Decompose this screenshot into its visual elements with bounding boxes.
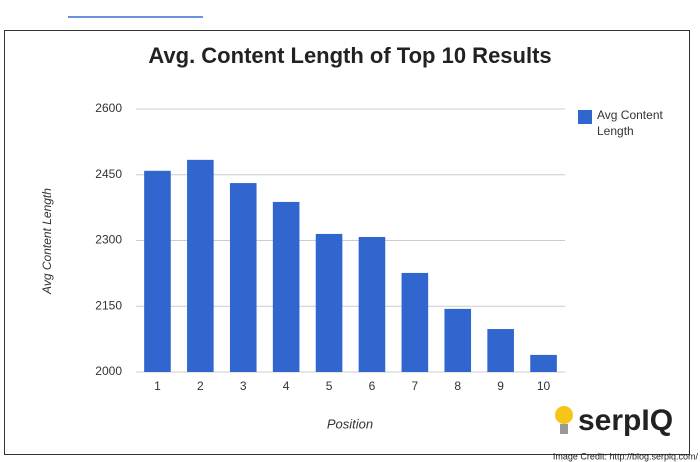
bar xyxy=(358,236,386,372)
x-tick-label: 10 xyxy=(537,379,551,393)
x-tick-label: 3 xyxy=(240,379,247,393)
bar xyxy=(444,308,472,372)
x-tick-label: 6 xyxy=(369,379,376,393)
x-tick-label: 5 xyxy=(326,379,333,393)
x-tick-label: 2 xyxy=(197,379,204,393)
y-tick-label: 2150 xyxy=(95,298,122,312)
y-tick-label: 2450 xyxy=(95,167,122,181)
chart-frame xyxy=(4,30,690,455)
y-axis-label: Avg Content Length xyxy=(40,188,54,295)
chart-title: Avg. Content Length of Top 10 Results xyxy=(148,43,551,68)
x-tick-label: 1 xyxy=(154,379,161,393)
x-tick-label: 9 xyxy=(497,379,504,393)
x-axis-label: Position xyxy=(327,416,373,431)
y-tick-label: 2000 xyxy=(95,364,122,378)
x-tick-label: 8 xyxy=(454,379,461,393)
image-credit: Image Credit: http://blog.serpiq.com/ xyxy=(553,451,699,461)
y-tick-label: 2600 xyxy=(95,101,122,115)
bar xyxy=(272,201,300,372)
logo-text: serpIQ xyxy=(578,404,673,437)
x-tick-label: 4 xyxy=(283,379,290,393)
logo-bulb xyxy=(555,406,573,434)
x-tick-label: 7 xyxy=(412,379,419,393)
legend-label: Avg Content Length xyxy=(597,108,663,138)
y-tick-label: 2300 xyxy=(95,233,122,247)
bar xyxy=(187,159,214,372)
bar xyxy=(229,183,257,372)
bar xyxy=(530,354,557,372)
legend-swatch xyxy=(578,110,592,124)
bar xyxy=(144,170,171,372)
bar xyxy=(401,272,429,372)
bar xyxy=(315,233,343,372)
bar xyxy=(487,329,514,372)
